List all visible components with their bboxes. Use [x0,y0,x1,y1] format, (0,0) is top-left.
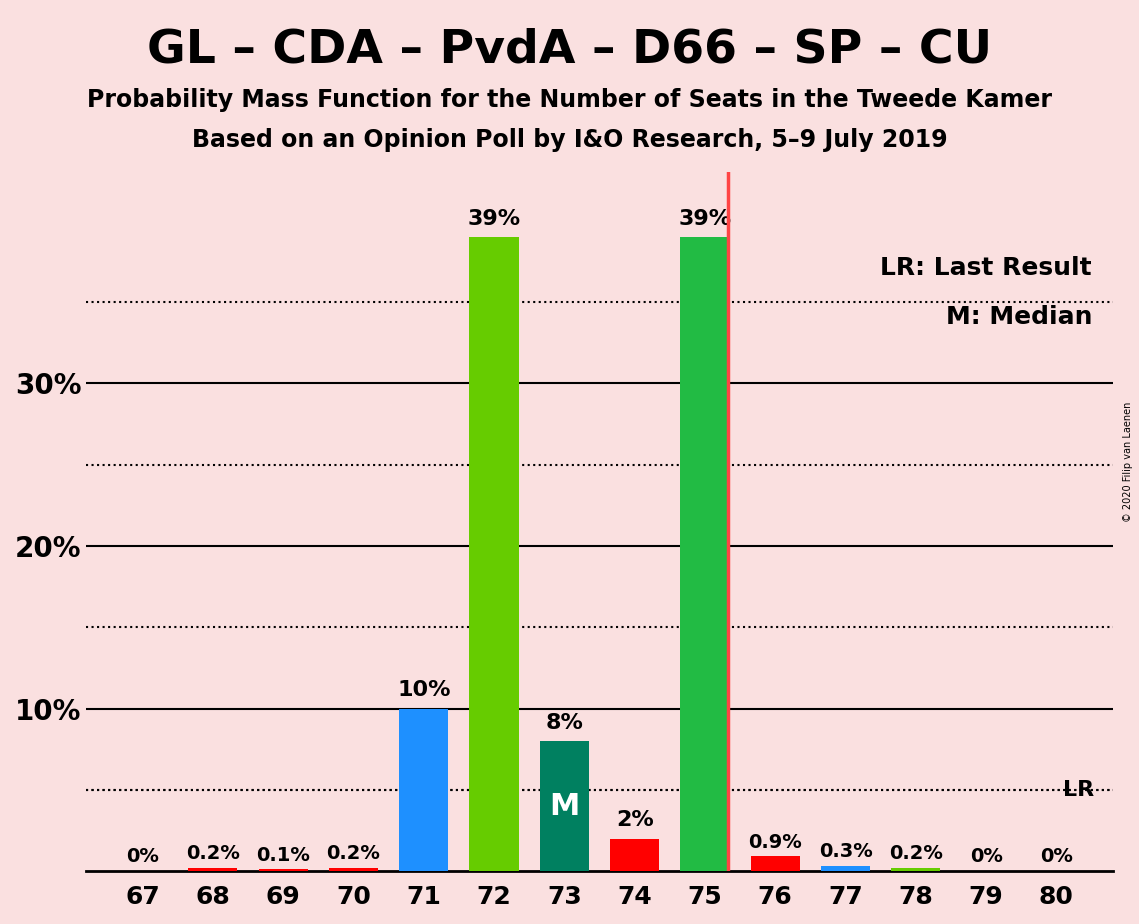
Text: 8%: 8% [546,713,583,733]
Text: GL – CDA – PvdA – D66 – SP – CU: GL – CDA – PvdA – D66 – SP – CU [147,28,992,73]
Bar [329,868,378,871]
Bar [611,839,659,871]
Text: 0%: 0% [126,847,159,866]
Bar [821,866,870,871]
Text: 0.3%: 0.3% [819,843,872,861]
Text: 0.2%: 0.2% [888,844,943,863]
Bar [751,857,800,871]
Text: 0.2%: 0.2% [327,844,380,863]
Bar [399,709,449,871]
Text: 39%: 39% [679,209,731,229]
Text: 0.9%: 0.9% [748,833,802,852]
Bar [891,868,941,871]
Text: M: M [549,792,580,821]
Bar [540,741,589,871]
Text: 2%: 2% [616,810,654,831]
Text: 0.2%: 0.2% [186,844,240,863]
Text: 0%: 0% [969,847,1002,866]
Text: M: Median: M: Median [945,305,1092,329]
Text: 0.1%: 0.1% [256,845,310,865]
Bar [259,869,308,871]
Text: 10%: 10% [398,680,451,700]
Text: LR: Last Result: LR: Last Result [880,256,1092,280]
Text: LR: LR [1064,780,1095,800]
Text: Based on an Opinion Poll by I&O Research, 5–9 July 2019: Based on an Opinion Poll by I&O Research… [191,128,948,152]
Text: 0%: 0% [1040,847,1073,866]
Bar [469,237,518,871]
Bar [188,868,238,871]
Text: 39%: 39% [467,209,521,229]
Text: Probability Mass Function for the Number of Seats in the Tweede Kamer: Probability Mass Function for the Number… [87,88,1052,112]
Text: © 2020 Filip van Laenen: © 2020 Filip van Laenen [1123,402,1133,522]
Bar [680,237,729,871]
